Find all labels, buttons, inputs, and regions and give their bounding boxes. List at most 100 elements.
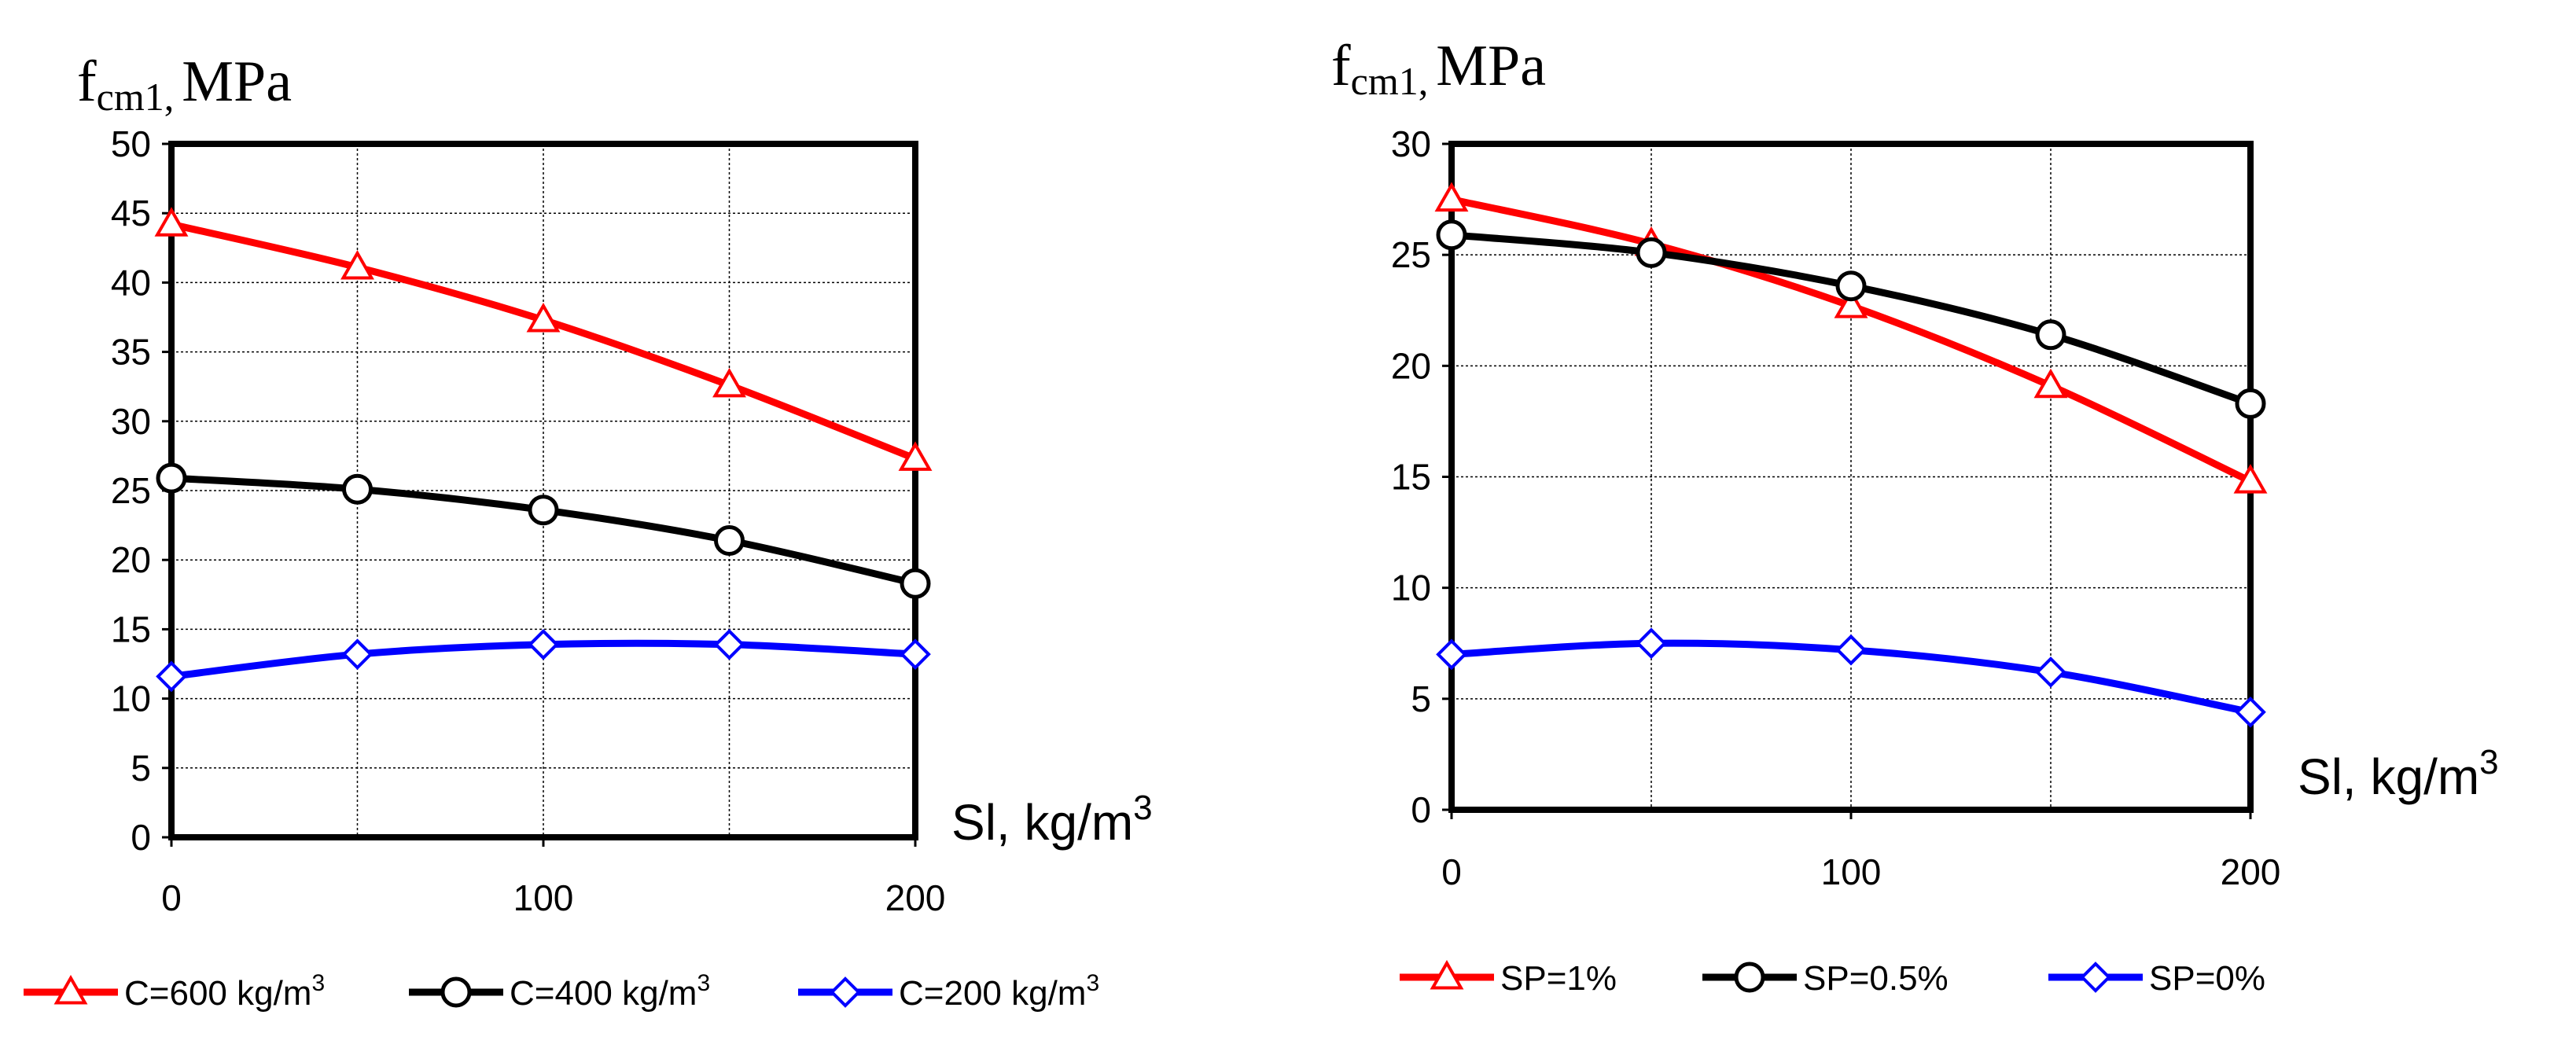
legend-label-text: SP=0% (2149, 959, 2265, 998)
data-point (713, 628, 745, 660)
y-tick-label: 10 (1391, 568, 1431, 609)
data-point (1436, 638, 1467, 671)
legend-marker (1734, 962, 1765, 993)
y-tick-label: 40 (111, 262, 151, 303)
legend-label-sup: 3 (1086, 970, 1099, 996)
legend-item: C=400 kg/m3 (409, 970, 710, 1013)
y-axis-label-main: f (1331, 34, 1351, 98)
legend-marker (440, 976, 472, 1008)
data-point (2235, 388, 2266, 419)
legend: C=600 kg/m3 C=400 kg/m3 C=200 kg/m3 (24, 970, 1099, 1013)
legend-label: SP=0% (2149, 959, 2265, 998)
data-point (1636, 237, 1667, 268)
data-point (341, 638, 374, 670)
y-tick-label: 10 (111, 678, 151, 719)
x-axis-label: Sl, kg/m3 (951, 789, 1153, 851)
x-tick-label: 0 (1441, 851, 1462, 892)
legend-label-text: C=600 kg/m (124, 974, 311, 1013)
data-point (156, 660, 187, 693)
legend-marker (53, 974, 88, 1005)
y-tick-label: 5 (131, 748, 151, 789)
x-tick-label: 100 (513, 877, 574, 918)
y-tick-label: 50 (111, 123, 151, 164)
y-tick-label: 25 (111, 470, 151, 511)
y-tick-label: 5 (1411, 678, 1431, 719)
y-axis-label-sub: cm1, (97, 75, 175, 119)
legend-label-sup: 3 (311, 970, 325, 996)
y-tick-label: 15 (111, 609, 151, 649)
data-point (154, 207, 189, 237)
x-tick-label: 200 (2221, 851, 2281, 892)
data-point (714, 525, 745, 557)
legend-item: C=200 kg/m3 (798, 970, 1099, 1013)
legend-label: SP=1% (1500, 959, 1617, 998)
data-point (342, 473, 373, 505)
y-tick-label: 25 (1391, 234, 1431, 275)
series-2 (156, 462, 931, 599)
x-axis-label: Sl, kg/m3 (2298, 743, 2499, 805)
data-point (1835, 270, 1867, 302)
x-axis-label-main: Sl, kg/m (951, 794, 1133, 851)
data-point (2035, 319, 2066, 351)
x-tick-label: 100 (1821, 851, 1882, 892)
y-tick-label: 30 (111, 401, 151, 442)
y-tick-label: 35 (111, 332, 151, 373)
series-3 (1436, 627, 2266, 728)
data-point (2235, 696, 2266, 728)
y-tick-label: 45 (111, 193, 151, 233)
data-point (1834, 289, 1868, 318)
y-axis-label-main: f (77, 50, 97, 114)
data-point (898, 441, 933, 471)
legend-item: C=600 kg/m3 (24, 970, 325, 1013)
y-tick-label: 30 (1391, 123, 1431, 164)
y-tick-label: 20 (1391, 345, 1431, 386)
y-tick-label: 0 (131, 817, 151, 858)
legend-label-text: SP=1% (1500, 959, 1617, 998)
series-2 (1436, 219, 2266, 419)
data-point (340, 249, 374, 280)
legend: SP=1% SP=0.5% SP=0% (1400, 959, 2265, 998)
legend-label: C=200 kg/m3 (899, 970, 1099, 1013)
x-axis-label-sup: 3 (1133, 789, 1152, 827)
series-1 (154, 207, 933, 471)
data-point (528, 495, 559, 526)
x-tick-label: 0 (161, 877, 182, 918)
y-tick-label: 20 (111, 539, 151, 580)
data-point (1436, 219, 1467, 251)
chart-1: 0 5 10 15 20 25 30 35 40 45 50 0 100 200 fcm1, MPa Sl, k… (24, 50, 1153, 1013)
y-axis-label-sub: cm1, (1351, 59, 1429, 103)
data-point (900, 568, 931, 599)
data-point (712, 367, 746, 398)
legend-item: SP=0% (2048, 959, 2265, 998)
legend-label-text: C=400 kg/m (510, 974, 697, 1013)
data-point (1835, 634, 1867, 666)
series-3 (156, 628, 931, 693)
data-point (900, 638, 931, 670)
y-axis-label: fcm1, MPa (77, 50, 292, 119)
legend-marker (2080, 962, 2111, 993)
legend-item: SP=1% (1400, 959, 1617, 998)
legend-label: C=600 kg/m3 (124, 970, 325, 1013)
y-axis-label-unit: MPa (182, 50, 292, 114)
y-axis-label-unit: MPa (1436, 34, 1546, 98)
data-point (1636, 627, 1667, 660)
legend-label-text: SP=0.5% (1803, 959, 1949, 998)
x-axis-label-main: Sl, kg/m (2298, 748, 2479, 805)
y-tick-label: 0 (1411, 789, 1431, 830)
legend-label-text: C=200 kg/m (899, 974, 1086, 1013)
data-point (2233, 464, 2268, 494)
legend-marker (830, 976, 861, 1008)
data-point (2033, 368, 2068, 399)
legend-label-sup: 3 (697, 970, 710, 996)
chart-2: 0 5 10 15 20 25 30 0 100 200 fcm1, MPa Sl, kg/m3 SP=1… (1331, 34, 2499, 998)
data-point (526, 302, 561, 333)
data-point (528, 628, 559, 660)
y-axis-label: fcm1, MPa (1331, 34, 1546, 103)
data-point (1434, 182, 1469, 212)
data-point (156, 462, 187, 494)
legend-item: SP=0.5% (1702, 959, 1949, 998)
data-point (2035, 656, 2066, 688)
legend-marker (1430, 959, 1464, 990)
legend-label: C=400 kg/m3 (510, 970, 710, 1013)
